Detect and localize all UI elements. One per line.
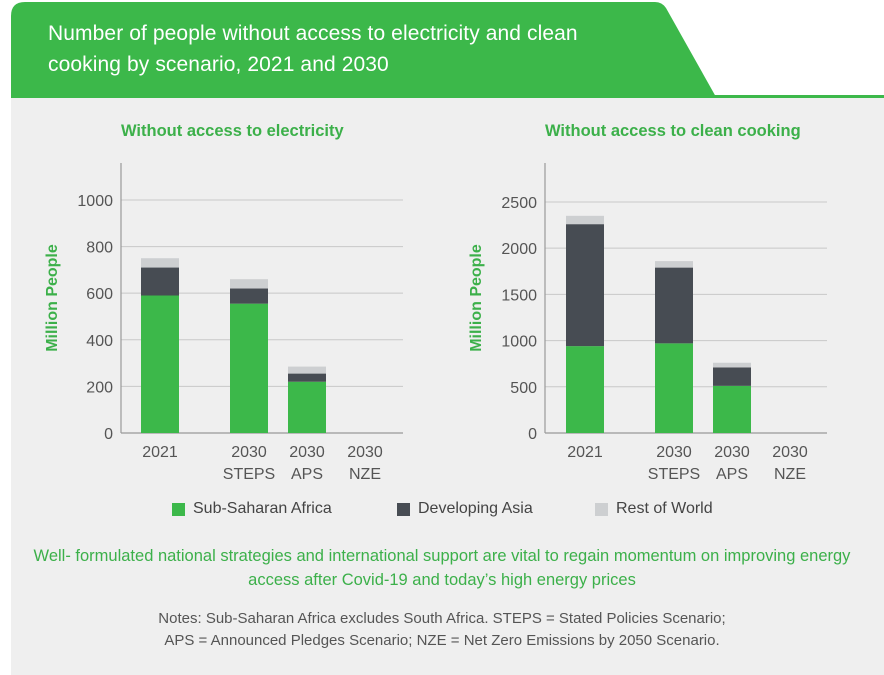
bar-rest-of-world	[655, 261, 693, 268]
y-tick-label: 500	[510, 380, 537, 397]
chart-title-cooking: Without access to clean cooking	[545, 122, 801, 140]
legend-swatch-row	[595, 502, 608, 516]
legend-swatch-ssa	[172, 502, 185, 516]
legend-item-row: Rest of World	[595, 500, 713, 518]
page-title: Number of people without access to elect…	[48, 22, 578, 76]
x-tick-label: 2030	[714, 444, 750, 461]
bar-sub-saharan-africa	[566, 346, 604, 433]
x-tick-label: 2030	[772, 444, 808, 461]
x-tick-label: 2021	[142, 444, 178, 461]
bar-rest-of-world	[566, 215, 604, 225]
y-tick-label: 800	[86, 240, 113, 257]
x-tick-label: 2030	[656, 444, 692, 461]
x-tick-label: NZE	[349, 466, 381, 483]
legend-item-asia: Developing Asia	[397, 500, 533, 518]
y-tick-label: 0	[528, 426, 537, 443]
charts-canvas: 0 200 400 600 800 1000 2021 2030 STEPS 2030 APS 203…	[44, 163, 827, 483]
legend-swatch-asia	[397, 502, 410, 516]
bar-developing-asia	[655, 267, 693, 344]
bar-rest-of-world	[230, 279, 268, 289]
bar-sub-saharan-africa	[230, 303, 268, 433]
bar-rest-of-world	[141, 258, 179, 268]
bar-developing-asia	[230, 288, 268, 304]
x-tick-label: 2021	[567, 444, 603, 461]
legend-label-ssa: Sub-Saharan Africa	[193, 500, 332, 517]
y-tick-label: 1000	[77, 193, 113, 210]
y-tick-label: 400	[86, 333, 113, 350]
y-tick-label: 1000	[501, 334, 537, 351]
bar-sub-saharan-africa	[713, 385, 751, 433]
notes-line-2: APS = Announced Pledges Scenario; NZE = …	[164, 632, 720, 649]
x-tick-label: 2030	[347, 444, 383, 461]
x-tick-label: 2030	[289, 444, 325, 461]
y-tick-label: 2000	[501, 241, 537, 258]
legend-item-ssa: Sub-Saharan Africa	[172, 500, 332, 518]
y-axis-label: Million People	[44, 244, 61, 352]
y-tick-label: 200	[86, 379, 113, 396]
y-tick-label: 600	[86, 286, 113, 303]
bar-sub-saharan-africa	[655, 343, 693, 433]
x-tick-label: STEPS	[223, 466, 275, 483]
x-tick-label: NZE	[774, 466, 806, 483]
notes: Notes: Sub-Saharan Africa excludes South…	[20, 608, 864, 652]
x-tick-label: 2030	[231, 444, 267, 461]
legend-label-row: Rest of World	[616, 500, 713, 517]
bar-developing-asia	[288, 373, 326, 382]
bar-developing-asia	[713, 367, 751, 386]
bar-rest-of-world	[713, 362, 751, 368]
x-tick-label: APS	[291, 466, 323, 483]
legend-label-asia: Developing Asia	[418, 500, 533, 517]
y-tick-label: 1500	[501, 287, 537, 304]
bar-rest-of-world	[288, 366, 326, 374]
notes-line-1: Notes: Sub-Saharan Africa excludes South…	[158, 610, 726, 627]
y-tick-label: 0	[104, 426, 113, 443]
bar-developing-asia	[141, 267, 179, 296]
y-axis-label: Million People	[468, 244, 485, 352]
bar-sub-saharan-africa	[141, 295, 179, 433]
y-tick-label: 2500	[501, 195, 537, 212]
header-banner	[11, 2, 884, 98]
bar-sub-saharan-africa	[288, 381, 326, 433]
x-tick-label: APS	[716, 466, 748, 483]
key-message: Well- formulated national strategies and…	[33, 547, 851, 589]
chart-title-electricity: Without access to electricity	[121, 122, 344, 140]
x-tick-label: STEPS	[648, 466, 700, 483]
bar-developing-asia	[566, 224, 604, 347]
